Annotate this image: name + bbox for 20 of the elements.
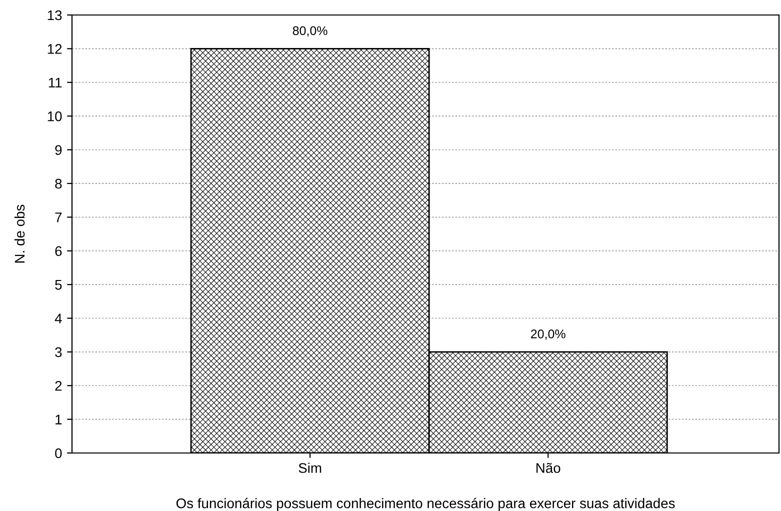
y-tick-label: 12	[48, 44, 62, 54]
y-tick-label: 11	[48, 78, 62, 88]
y-tick-label: 9	[55, 145, 62, 155]
y-tick-label: 1	[56, 414, 62, 424]
y-tick-label: 0	[55, 448, 62, 458]
y-tick-label: 13	[48, 10, 62, 20]
y-tick-label: 10	[48, 111, 62, 122]
y-axis-title: N. de obs	[14, 204, 25, 263]
x-tick-label: Não	[536, 462, 560, 473]
annotation: 20,0%	[531, 329, 566, 340]
y-tick-label: 7	[55, 212, 62, 222]
y-tick-label: 5	[55, 280, 62, 290]
annotation: 80,0%	[292, 26, 328, 37]
y-tick-label: 6	[55, 246, 62, 256]
x-tick-label: Sim	[298, 462, 322, 473]
y-tick-label: 2	[55, 380, 62, 391]
y-tick-label: 3	[55, 347, 62, 358]
x-axis-title: Os funcionários possuem conhecimento necessário para exercer suas atividades	[176, 498, 675, 511]
y-tick-label: 8	[55, 178, 62, 189]
y-tick-label: 4	[54, 314, 62, 324]
